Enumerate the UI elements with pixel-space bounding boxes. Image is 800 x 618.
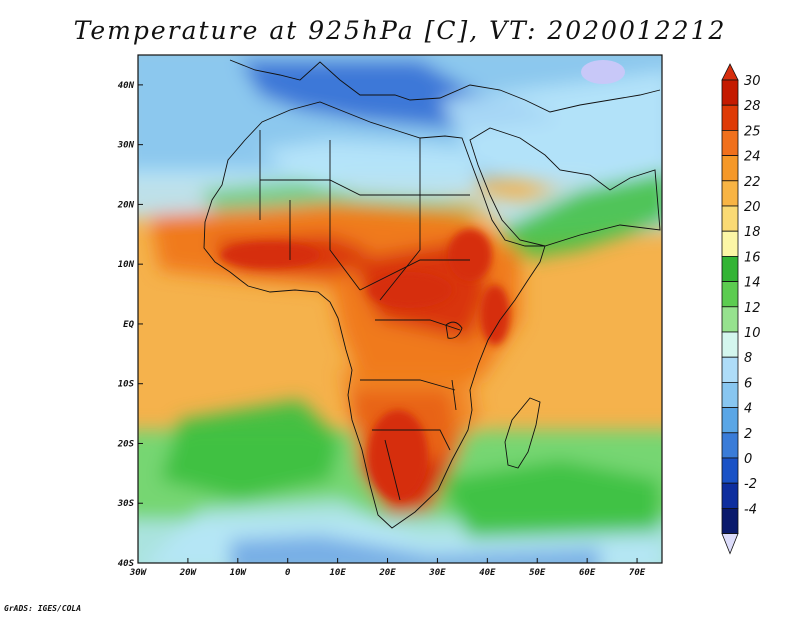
colorbar-label-17: -4 <box>744 502 757 517</box>
lon-label-8: 50E <box>529 568 546 578</box>
colorbar-label-13: 4 <box>744 402 752 417</box>
lon-label-5: 20E <box>378 568 396 578</box>
lat-label-4: EQ <box>123 320 134 330</box>
lat-label-7: 30S <box>117 499 135 509</box>
border-10 <box>384 439 401 501</box>
lat-label-6: 20S <box>117 439 135 449</box>
field-indian-ocean <box>440 460 660 540</box>
plot-frame <box>137 54 663 564</box>
lake-victoria <box>445 321 463 339</box>
colorbar-swatch-4 <box>721 180 739 207</box>
border-3 <box>379 138 421 301</box>
colorbar-label-12: 6 <box>744 376 752 391</box>
colorbar-swatch-11 <box>721 356 739 383</box>
colorbar-label-3: 24 <box>744 150 761 165</box>
europe-coastline <box>229 59 661 113</box>
colorbar-label-6: 18 <box>744 225 761 240</box>
colorbar-label-14: 2 <box>744 427 752 442</box>
field-kalahari-hot <box>368 410 428 500</box>
colorbar-swatch-8 <box>721 281 739 308</box>
lon-label-4: 10E <box>329 568 346 578</box>
arabia-coastline <box>469 127 661 247</box>
lat-label-3: 10N <box>118 260 135 270</box>
colorbar-swatch-7 <box>721 255 739 282</box>
colorbar-label-7: 16 <box>744 250 761 265</box>
map-title: Temperature at 925hPa [C], VT: 202001221… <box>73 16 727 45</box>
colorbar-top-arrow <box>721 63 739 81</box>
colorbar-label-5: 20 <box>744 200 761 215</box>
colorbar-swatch-3 <box>721 155 739 182</box>
border-7 <box>372 429 451 451</box>
colorbar-swatch-15 <box>721 457 739 484</box>
lat-label-2: 20N <box>117 200 135 210</box>
border-5 <box>375 319 461 331</box>
colorbar-label-16: -2 <box>744 477 757 492</box>
field-west-core-hot <box>220 242 320 268</box>
colorbar-swatch-5 <box>721 205 739 232</box>
colorbar-label-0: 30 <box>744 74 761 89</box>
colorbar-swatch-13 <box>721 407 739 434</box>
colorbar-label-8: 14 <box>744 276 761 291</box>
colorbar-swatch-16 <box>721 482 739 509</box>
lat-label-0: 40N <box>118 81 135 91</box>
colorbar-bottom-arrow <box>721 533 739 555</box>
field-south-atlantic <box>160 400 340 500</box>
colorbar-label-11: 8 <box>744 351 752 366</box>
field-arabian-sea-green <box>500 171 662 260</box>
colorbar-label-15: 0 <box>744 452 752 467</box>
lake-malawi <box>451 379 457 411</box>
colorbar-swatch-0 <box>721 79 739 106</box>
lon-label-10: 70E <box>629 568 646 578</box>
lon-label-9: 60E <box>579 568 596 578</box>
latitude-axis: 40N 30N 20N 10N EQ 10S 20S 30S 40S <box>117 81 143 569</box>
colorbar-label-10: 10 <box>744 326 761 341</box>
colorbar-swatch-2 <box>721 129 739 156</box>
field-kenya-hot <box>480 285 510 345</box>
lat-label-5: 10S <box>118 380 135 390</box>
lon-label-6: 30E <box>428 568 446 578</box>
lon-label-3: 0 <box>285 568 291 578</box>
lat-label-1: 30N <box>117 141 135 151</box>
lat-label-8: 40S <box>118 559 135 569</box>
border-1 <box>260 179 470 196</box>
border-4 <box>359 259 470 291</box>
colorbar-swatch-17 <box>721 507 739 534</box>
lon-label-0: 30W <box>129 568 148 578</box>
field-ethiopia-hot <box>448 229 492 281</box>
credit-text: GrADS: IGES/COLA <box>4 604 82 613</box>
border-2 <box>329 140 361 291</box>
colorbar-swatch-12 <box>721 381 739 408</box>
colorbar-label-2: 25 <box>744 124 761 139</box>
lon-label-1: 20W <box>179 568 198 578</box>
field-south-cold <box>230 535 600 563</box>
africa-coastline <box>203 101 546 529</box>
colorbar-label-4: 22 <box>744 175 761 190</box>
temperature-field <box>138 55 662 563</box>
colorbar-label-9: 12 <box>744 301 761 316</box>
lon-label-2: 10W <box>230 568 248 578</box>
colorbar-swatch-9 <box>721 306 739 333</box>
longitude-axis: 30W 20W 10W 0 10E 20E 30E 40E 50E 60E 70E <box>129 558 646 578</box>
colorbar-swatch-10 <box>721 331 739 358</box>
field-caspian-coldest <box>581 60 625 84</box>
madagascar-coastline <box>504 397 541 469</box>
border-6 <box>360 379 456 391</box>
colorbar-swatch-14 <box>721 432 739 459</box>
field-sahara <box>260 140 480 200</box>
colorbar-swatch-6 <box>721 230 739 257</box>
lon-label-7: 40E <box>479 568 496 578</box>
colorbar-swatch-1 <box>721 104 739 131</box>
colorbar-label-1: 28 <box>744 99 761 114</box>
coastlines-and-borders <box>203 59 661 529</box>
field-central-hot <box>368 272 452 308</box>
